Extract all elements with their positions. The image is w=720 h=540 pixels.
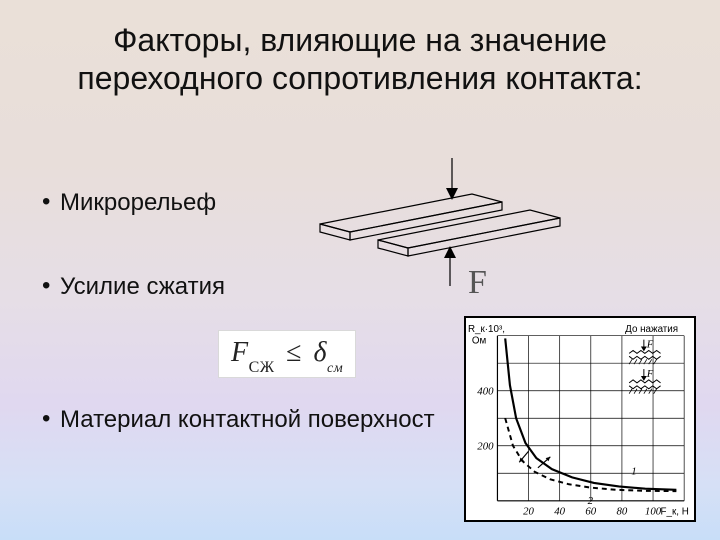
svg-text:100: 100 — [645, 506, 662, 518]
svg-text:F: F — [646, 338, 654, 350]
svg-text:Ом: Ом — [472, 336, 487, 347]
bullet-dot: • — [42, 274, 60, 298]
bullet-dot: • — [42, 190, 60, 214]
graph: 20 40 60 80 100 200 400 R_к·10³,Ом F_к, Н 1 2 До … — [464, 316, 696, 522]
svg-text:60: 60 — [585, 506, 596, 518]
svg-text:F: F — [646, 368, 654, 380]
svg-text:До нажатия: До нажатия — [625, 324, 678, 335]
svg-text:20: 20 — [523, 506, 534, 518]
force-label: F — [468, 264, 487, 302]
bullet-dot: • — [42, 407, 60, 431]
svg-text:R_к·10³,: R_к·10³, — [468, 324, 505, 335]
bullet-item: • Материал контактной поверхност — [42, 407, 435, 433]
bullet-text: Усилие сжатия — [60, 274, 225, 300]
svg-text:400: 400 — [477, 386, 494, 398]
svg-text:80: 80 — [617, 506, 628, 518]
slide-title: Факторы, влияющие на значение переходног… — [40, 22, 680, 98]
bullet-text: Микрорельеф — [60, 190, 216, 216]
svg-text:2: 2 — [588, 495, 594, 507]
formula: FСЖ ≤ δсм — [218, 330, 356, 378]
slide: Факторы, влияющие на значение переходног… — [0, 0, 720, 540]
plates-diagram — [300, 150, 600, 290]
formula-d: δ — [314, 337, 328, 368]
svg-text:200: 200 — [477, 441, 494, 453]
formula-d-sub: см — [327, 361, 343, 376]
svg-text:1: 1 — [631, 466, 636, 478]
svg-text:40: 40 — [554, 506, 565, 518]
formula-op: ≤ — [282, 337, 306, 368]
graph-svg: 20 40 60 80 100 200 400 R_к·10³,Ом F_к, Н 1 2 До … — [466, 318, 694, 520]
bullet-text: Материал контактной поверхност — [60, 407, 435, 433]
formula-F: F — [231, 337, 249, 368]
svg-text:F_к, Н: F_к, Н — [661, 507, 689, 518]
formula-F-sub: СЖ — [249, 359, 275, 376]
